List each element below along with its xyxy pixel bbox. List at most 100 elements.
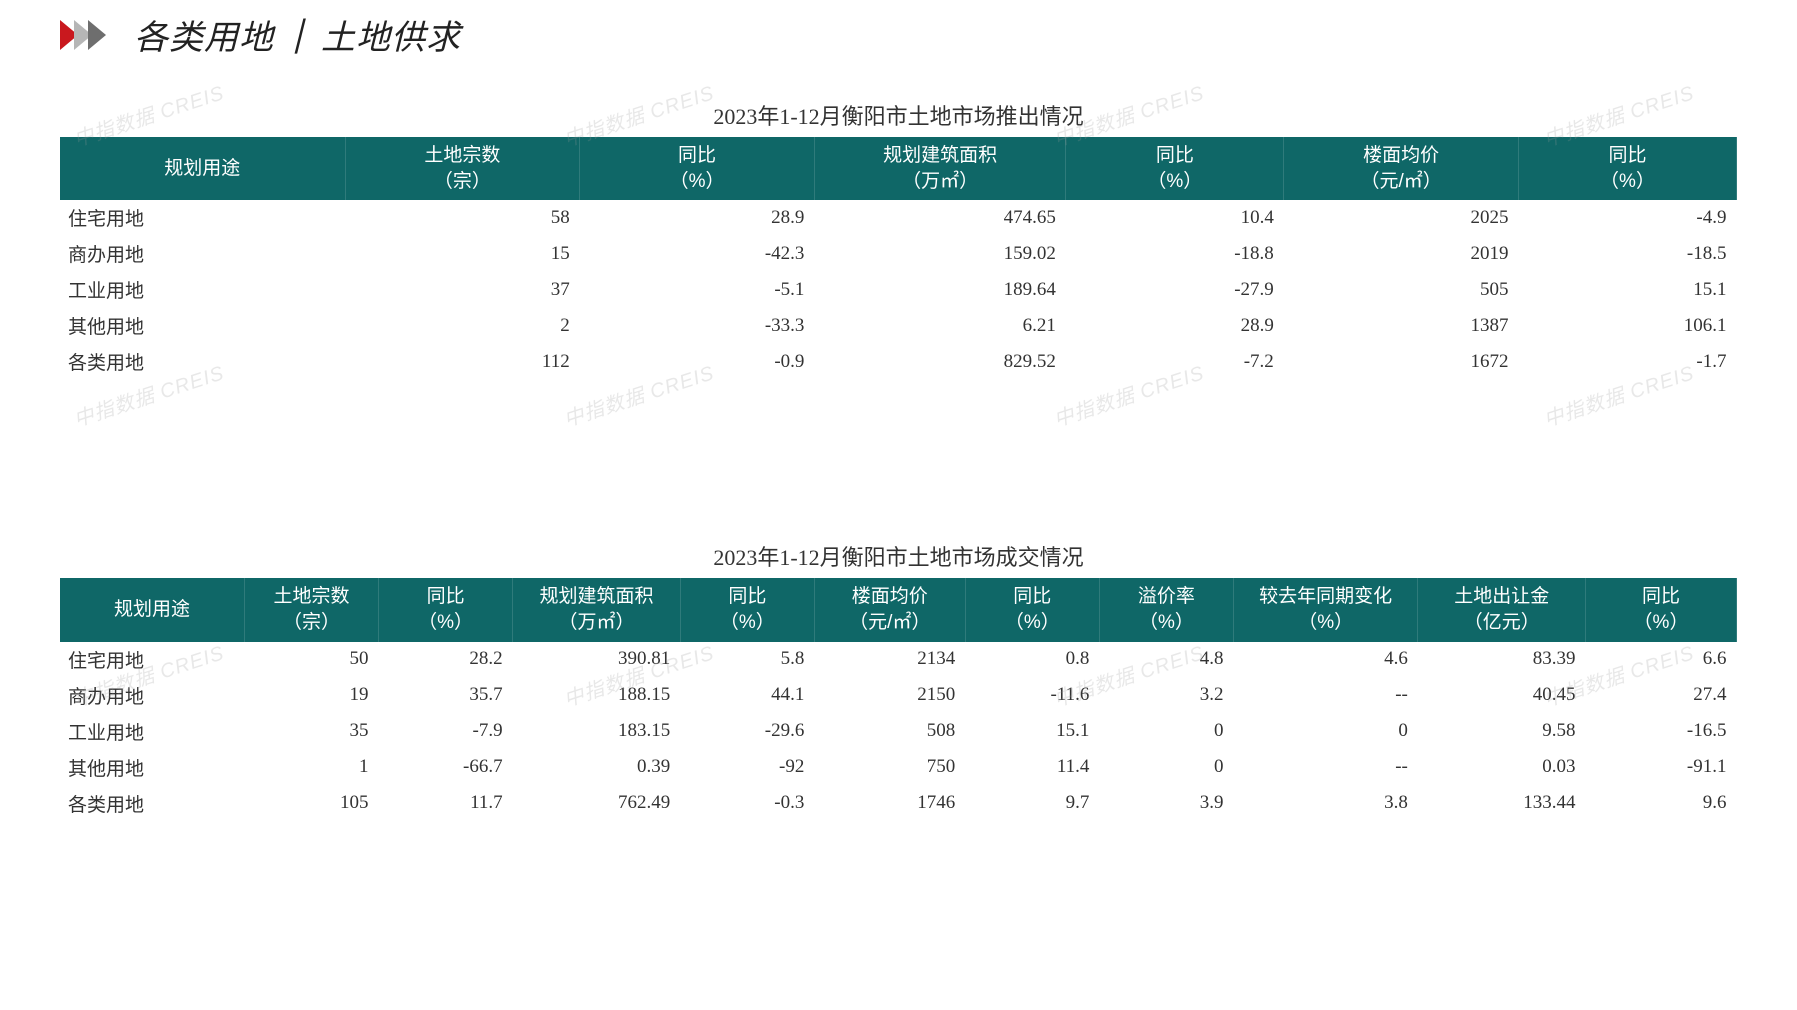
column-header: 同比（%）: [965, 578, 1099, 641]
column-header: 规划用途: [60, 137, 345, 200]
page-header: 各类用地｜土地供求: [60, 10, 1737, 59]
data-cell: 474.65: [814, 200, 1065, 236]
table-row: 商办用地15-42.3159.02-18.82019-18.5: [60, 236, 1737, 272]
data-cell: 9.7: [965, 785, 1099, 821]
data-cell: 390.81: [513, 642, 681, 678]
column-header: 同比（%）: [1586, 578, 1737, 641]
data-cell: 19: [244, 677, 378, 713]
data-cell: 505: [1284, 272, 1519, 308]
column-header: 规划建筑面积（万㎡）: [814, 137, 1065, 200]
column-header: 同比（%）: [379, 578, 513, 641]
table2-body: 住宅用地5028.2390.815.821340.84.84.683.396.6…: [60, 642, 1737, 822]
data-cell: 750: [814, 749, 965, 785]
data-cell: 15.1: [1519, 272, 1737, 308]
data-cell: 762.49: [513, 785, 681, 821]
row-label-cell: 商办用地: [60, 677, 244, 713]
table-row: 住宅用地5828.9474.6510.42025-4.9: [60, 200, 1737, 236]
column-header: 规划建筑面积（万㎡）: [513, 578, 681, 641]
column-header: 楼面均价（元/㎡）: [814, 578, 965, 641]
data-cell: 1: [244, 749, 378, 785]
data-cell: 10.4: [1066, 200, 1284, 236]
data-cell: -0.3: [680, 785, 814, 821]
data-cell: -7.9: [379, 713, 513, 749]
data-cell: -5.1: [580, 272, 815, 308]
data-cell: 83.39: [1418, 642, 1586, 678]
data-cell: 58: [345, 200, 580, 236]
data-cell: 1387: [1284, 308, 1519, 344]
data-cell: --: [1233, 749, 1417, 785]
column-header: 规划用途: [60, 578, 244, 641]
column-header: 同比（%）: [1519, 137, 1737, 200]
data-cell: 829.52: [814, 344, 1065, 380]
data-cell: -66.7: [379, 749, 513, 785]
title-left: 各类用地: [134, 20, 274, 57]
data-cell: 3.9: [1099, 785, 1233, 821]
data-cell: -92: [680, 749, 814, 785]
data-cell: -1.7: [1519, 344, 1737, 380]
data-cell: 27.4: [1586, 677, 1737, 713]
data-cell: 2150: [814, 677, 965, 713]
data-cell: 11.7: [379, 785, 513, 821]
data-cell: 508: [814, 713, 965, 749]
data-cell: 4.6: [1233, 642, 1417, 678]
data-cell: 3.8: [1233, 785, 1417, 821]
data-cell: 112: [345, 344, 580, 380]
data-cell: 9.6: [1586, 785, 1737, 821]
data-cell: 28.9: [1066, 308, 1284, 344]
page-title: 各类用地｜土地供求: [134, 10, 461, 59]
data-cell: 2025: [1284, 200, 1519, 236]
table-row: 其他用地1-66.70.39-9275011.40--0.03-91.1: [60, 749, 1737, 785]
data-cell: 2: [345, 308, 580, 344]
data-cell: 44.1: [680, 677, 814, 713]
row-label-cell: 商办用地: [60, 236, 345, 272]
row-label-cell: 住宅用地: [60, 642, 244, 678]
data-cell: -0.9: [580, 344, 815, 380]
column-header: 同比（%）: [580, 137, 815, 200]
column-header: 同比（%）: [1066, 137, 1284, 200]
data-cell: --: [1233, 677, 1417, 713]
data-cell: 11.4: [965, 749, 1099, 785]
data-cell: 0.8: [965, 642, 1099, 678]
table-row: 住宅用地5028.2390.815.821340.84.84.683.396.6: [60, 642, 1737, 678]
table-row: 商办用地1935.7188.1544.12150-11.63.2--40.452…: [60, 677, 1737, 713]
table-row: 其他用地2-33.36.2128.91387106.1: [60, 308, 1737, 344]
data-cell: 0: [1099, 713, 1233, 749]
column-header: 楼面均价（元/㎡）: [1284, 137, 1519, 200]
data-cell: 28.9: [580, 200, 815, 236]
table-row: 工业用地35-7.9183.15-29.650815.1009.58-16.5: [60, 713, 1737, 749]
table1: 规划用途土地宗数（宗）同比（%）规划建筑面积（万㎡）同比（%）楼面均价（元/㎡）…: [60, 137, 1737, 380]
table-row: 各类用地10511.7762.49-0.317469.73.93.8133.44…: [60, 785, 1737, 821]
row-label-cell: 其他用地: [60, 308, 345, 344]
column-header: 土地出让金（亿元）: [1418, 578, 1586, 641]
data-cell: -91.1: [1586, 749, 1737, 785]
data-cell: -16.5: [1586, 713, 1737, 749]
data-cell: 6.21: [814, 308, 1065, 344]
data-cell: -33.3: [580, 308, 815, 344]
data-cell: -11.6: [965, 677, 1099, 713]
data-cell: 15.1: [965, 713, 1099, 749]
table-row: 各类用地112-0.9829.52-7.21672-1.7: [60, 344, 1737, 380]
logo-icon: [60, 20, 114, 50]
data-cell: 9.58: [1418, 713, 1586, 749]
row-label-cell: 各类用地: [60, 785, 244, 821]
data-cell: 159.02: [814, 236, 1065, 272]
table-row: 工业用地37-5.1189.64-27.950515.1: [60, 272, 1737, 308]
data-cell: 6.6: [1586, 642, 1737, 678]
data-cell: 37: [345, 272, 580, 308]
data-cell: 3.2: [1099, 677, 1233, 713]
data-cell: 0: [1233, 713, 1417, 749]
data-cell: 188.15: [513, 677, 681, 713]
data-cell: 28.2: [379, 642, 513, 678]
row-label-cell: 工业用地: [60, 713, 244, 749]
data-cell: -18.8: [1066, 236, 1284, 272]
table2: 规划用途土地宗数（宗）同比（%）规划建筑面积（万㎡）同比（%）楼面均价（元/㎡）…: [60, 578, 1737, 821]
data-cell: 0: [1099, 749, 1233, 785]
table1-title: 2023年1-12月衡阳市土地市场推出情况: [60, 99, 1737, 131]
row-label-cell: 工业用地: [60, 272, 345, 308]
data-cell: 35: [244, 713, 378, 749]
row-label-cell: 各类用地: [60, 344, 345, 380]
data-cell: 106.1: [1519, 308, 1737, 344]
data-cell: 0.03: [1418, 749, 1586, 785]
data-cell: 2019: [1284, 236, 1519, 272]
data-cell: 4.8: [1099, 642, 1233, 678]
